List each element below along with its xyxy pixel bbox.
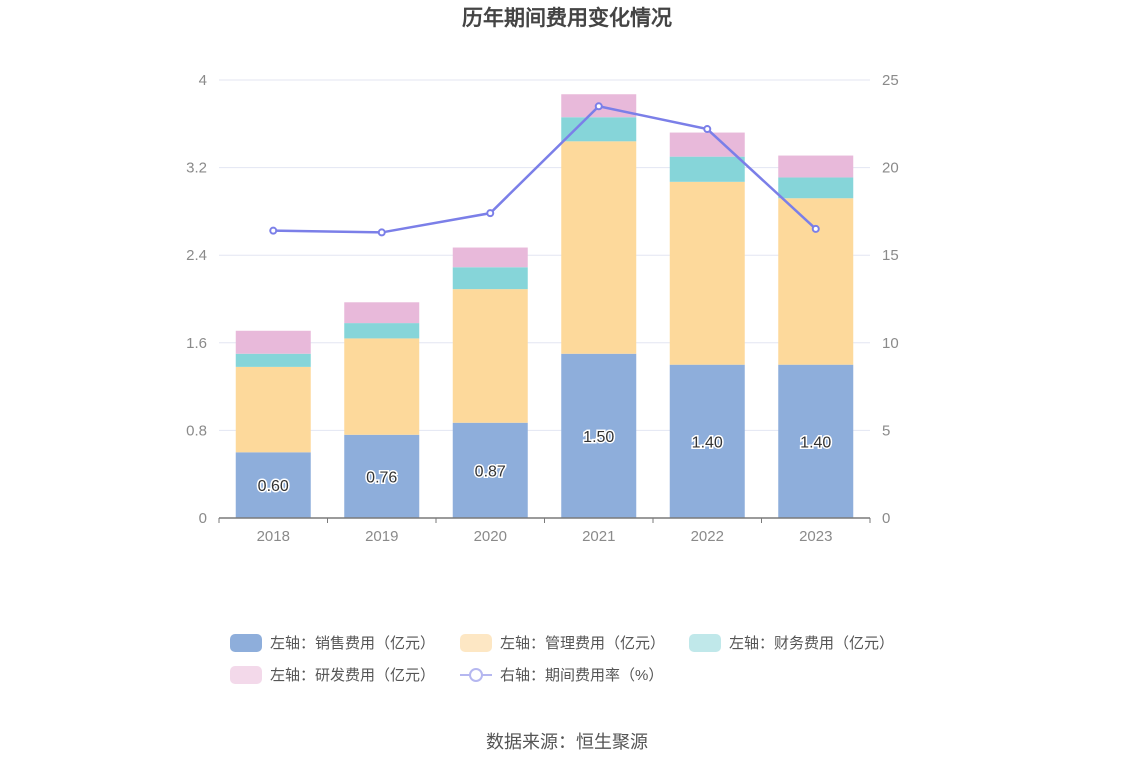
- legend-swatch: [689, 634, 721, 652]
- bar-segment-2: [669, 156, 745, 182]
- x-axis: 2018 2019 2020 2021 2022 2023: [218, 517, 871, 545]
- x-tick-label: 2023: [799, 528, 832, 545]
- rate-point: [269, 226, 278, 235]
- y-right-tick-label: 10: [882, 335, 899, 352]
- bar-segment-1: [344, 338, 420, 435]
- data-label: 0.60: [258, 478, 289, 495]
- bar-segment-1: [561, 141, 637, 354]
- legend-label: 左轴：销售费用（亿元）: [270, 635, 435, 652]
- bar-segment-3: [235, 330, 311, 354]
- bar-segment-0: [344, 434, 420, 518]
- bars: [235, 94, 854, 518]
- data-label: 1.50: [583, 429, 614, 446]
- bar-segment-2: [344, 323, 420, 339]
- legend-label: 左轴：财务费用（亿元）: [729, 635, 894, 652]
- bar-segment-1: [452, 289, 528, 423]
- legend-circle-symbol: [469, 668, 483, 682]
- y-right-axis: 0 5 10 15 20 25: [882, 72, 899, 527]
- bar-segment-0: [235, 452, 311, 518]
- bar-segment-3: [778, 155, 854, 178]
- legend-item[interactable]: 右轴：期间费用率（%）: [460, 667, 663, 684]
- bar-segment-2: [452, 267, 528, 290]
- data-label: 0.76: [366, 469, 397, 486]
- data-label: 0.87: [475, 463, 506, 480]
- legend-item[interactable]: 左轴：销售费用（亿元）: [230, 634, 435, 652]
- bar-segment-3: [452, 247, 528, 268]
- y-right-tick-label: 15: [882, 247, 899, 264]
- legend-item[interactable]: 左轴：研发费用（亿元）: [230, 666, 435, 684]
- y-left-tick-label: 3.2: [186, 160, 207, 177]
- bar-segment-2: [778, 177, 854, 199]
- y-left-tick-label: 1.6: [186, 335, 207, 352]
- bar-segment-2: [235, 353, 311, 367]
- x-tick-label: 2021: [582, 528, 615, 545]
- bar-segment-0: [452, 422, 528, 518]
- y-left-tick-label: 0: [199, 510, 207, 527]
- bar-segment-1: [669, 181, 745, 365]
- chart-title: 历年期间费用变化情况: [462, 6, 672, 30]
- y-right-tick-label: 25: [882, 72, 899, 89]
- legend-label: 左轴：管理费用（亿元）: [500, 635, 665, 652]
- x-tick-label: 2019: [365, 528, 398, 545]
- rate-point: [811, 224, 820, 233]
- legend-item[interactable]: 左轴：管理费用（亿元）: [460, 634, 665, 652]
- data-label: 1.40: [692, 434, 723, 451]
- grid-lines: [219, 79, 870, 431]
- legend-swatch: [460, 634, 492, 652]
- bar-segment-1: [778, 198, 854, 365]
- y-left-tick-label: 2.4: [186, 247, 207, 264]
- y-left-tick-label: 4: [199, 72, 207, 89]
- legend-item[interactable]: 左轴：财务费用（亿元）: [689, 634, 894, 652]
- bar-segment-0: [778, 364, 854, 518]
- x-tick-label: 2020: [474, 528, 507, 545]
- rate-point: [594, 102, 603, 111]
- data-label: 1.40: [800, 434, 831, 451]
- bar-segment-0: [669, 364, 745, 518]
- y-left-tick-label: 0.8: [186, 422, 207, 439]
- bar-segment-1: [235, 366, 311, 453]
- rate-point: [703, 125, 712, 134]
- legend[interactable]: 左轴：销售费用（亿元） 左轴：管理费用（亿元） 左轴：财务费用（亿元） 左轴：研发费用…: [230, 634, 894, 684]
- rate-line: [269, 102, 820, 237]
- legend-label: 左轴：研发费用（亿元）: [270, 667, 435, 684]
- y-right-tick-label: 5: [882, 422, 890, 439]
- y-right-tick-label: 0: [882, 510, 890, 527]
- rate-point: [486, 209, 495, 218]
- bar-segment-3: [344, 302, 420, 324]
- legend-swatch: [230, 666, 262, 684]
- x-tick-label: 2022: [691, 528, 724, 545]
- rate-line-path: [273, 104, 817, 234]
- data-labels: 0.60 0.76 0.87 1.50 1.40 1.40: [256, 427, 833, 496]
- rate-point: [377, 228, 386, 237]
- bar-segment-2: [561, 117, 637, 142]
- legend-label: 右轴：期间费用率（%）: [500, 667, 663, 684]
- x-tick-label: 2018: [257, 528, 290, 545]
- y-left-axis: 0 0.8 1.6 2.4 3.2 4: [186, 72, 207, 527]
- y-right-tick-label: 20: [882, 160, 899, 177]
- bar-segment-0: [561, 353, 637, 518]
- legend-swatch: [230, 634, 262, 652]
- source-text: 数据来源：恒生聚源: [486, 732, 648, 752]
